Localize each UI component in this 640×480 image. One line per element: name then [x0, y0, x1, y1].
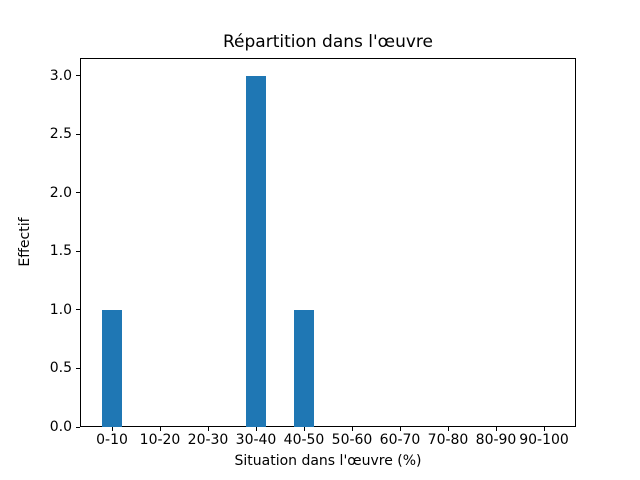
x-tick-label: 10-20: [139, 432, 181, 448]
y-tick-label: 2.5: [49, 126, 72, 143]
plot-area: [80, 58, 576, 427]
x-tick-mark: [207, 427, 209, 431]
x-tick-mark: [111, 427, 113, 431]
y-tick-label: 0.0: [49, 419, 72, 435]
y-tick-mark: [76, 426, 80, 428]
x-tick-mark: [255, 427, 257, 431]
y-tick-label: 2.0: [49, 184, 72, 201]
x-tick-mark: [351, 427, 353, 431]
bar: [294, 309, 314, 427]
x-tick-label: 60-70: [379, 432, 421, 448]
y-tick-label: 0.5: [49, 360, 72, 377]
y-tick-mark: [76, 309, 80, 311]
y-tick-label: 3.0: [49, 67, 72, 84]
bar: [102, 309, 122, 427]
y-tick-label: 1.5: [49, 243, 72, 260]
y-tick-label: 1.0: [49, 301, 72, 318]
bar: [246, 75, 266, 427]
x-tick-mark: [447, 427, 449, 431]
x-axis-label: Situation dans l'œuvre (%): [234, 453, 422, 469]
y-tick-mark: [76, 367, 80, 369]
x-tick-mark: [159, 427, 161, 431]
x-tick-label: 80-90: [475, 432, 517, 448]
x-tick-label: 30-40: [235, 432, 277, 448]
x-tick-mark: [303, 427, 305, 431]
x-tick-label: 70-80: [427, 432, 469, 448]
y-tick-mark: [76, 133, 80, 135]
x-tick-label: 50-60: [331, 432, 373, 448]
x-tick-label: 20-30: [187, 432, 229, 448]
x-tick-label: 40-50: [283, 432, 325, 448]
x-tick-label: 90-100: [519, 432, 569, 448]
chart-title: Répartition dans l'œuvre: [222, 32, 433, 52]
x-tick-label: 0-10: [96, 432, 128, 448]
y-tick-mark: [76, 192, 80, 194]
y-tick-mark: [76, 75, 80, 77]
x-tick-mark: [543, 427, 545, 431]
x-tick-mark: [495, 427, 497, 431]
x-tick-mark: [399, 427, 401, 431]
y-tick-mark: [76, 250, 80, 252]
